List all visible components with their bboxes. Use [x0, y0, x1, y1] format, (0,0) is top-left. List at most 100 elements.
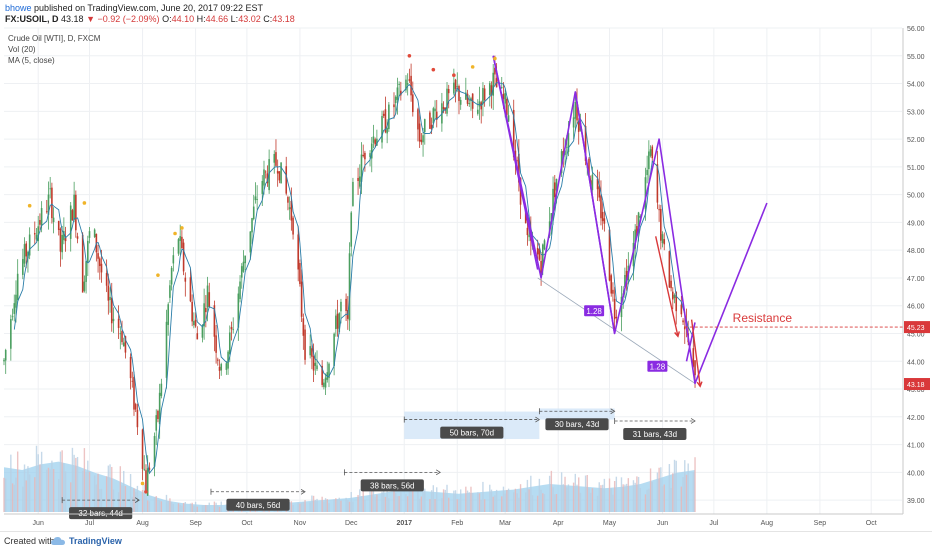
- volume-bar: [477, 492, 479, 512]
- volume-bar: [290, 501, 293, 512]
- volume-bar: [524, 492, 527, 512]
- volume-bar: [158, 500, 161, 512]
- volume-bar: [25, 480, 27, 512]
- candle-body: [360, 154, 363, 182]
- legend-ma[interactable]: MA (5, close): [8, 56, 55, 65]
- volume-bar: [335, 498, 337, 512]
- candle-body: [398, 84, 400, 86]
- candle-body: [639, 216, 642, 218]
- signal-dot: [431, 67, 436, 72]
- candle-body: [340, 301, 342, 312]
- volume-bar: [105, 476, 108, 512]
- x-tick-label: Sep: [814, 520, 827, 527]
- projection-arrow: [655, 236, 679, 337]
- candle-body: [93, 229, 96, 238]
- volume-bar: [567, 484, 570, 512]
- volume-bar: [347, 500, 349, 512]
- candle-body: [417, 109, 419, 130]
- volume-bar: [644, 494, 647, 512]
- candle-body: [251, 218, 253, 233]
- legend-volume[interactable]: Vol (20): [8, 45, 36, 54]
- date-range-label: 38 bars, 56d: [370, 481, 414, 490]
- candle-body: [237, 293, 240, 328]
- candle-body: [658, 209, 660, 211]
- volume-bar: [572, 482, 575, 512]
- volume-bar: [636, 476, 638, 512]
- volume-bar: [376, 494, 378, 512]
- candle-body: [57, 220, 60, 230]
- created-with-label: Created with: [4, 536, 55, 546]
- candle-body: [63, 231, 65, 241]
- candle-body: [290, 200, 293, 221]
- volume-bar: [10, 454, 12, 512]
- candle-body: [394, 96, 397, 104]
- candle-body: [314, 362, 317, 366]
- volume-bar: [596, 495, 599, 512]
- candle-body: [683, 326, 686, 330]
- candle-body: [494, 67, 496, 75]
- tradingview-logo-text[interactable]: TradingView: [69, 536, 122, 546]
- date-range-arrowhead: [435, 469, 441, 476]
- volume-bar: [299, 503, 301, 512]
- drawings: 1.28 1.28 Resistance: [27, 53, 903, 494]
- volume-bar: [76, 456, 79, 512]
- volume-bar: [651, 481, 653, 512]
- candle-body: [613, 298, 616, 320]
- candle-body: [357, 177, 359, 182]
- volume-bar: [687, 463, 689, 512]
- volume-bar: [560, 472, 563, 512]
- candle-body: [671, 291, 674, 300]
- volume-bar: [220, 501, 222, 512]
- pattern-ratio-tag-bg: [647, 360, 668, 372]
- candle-body: [172, 255, 175, 264]
- candle-body: [459, 99, 462, 105]
- candle-body: [309, 346, 311, 356]
- volume-bar: [374, 496, 376, 512]
- volume-bar: [100, 488, 103, 512]
- volume-bar: [685, 474, 688, 512]
- y-tick-label: 50.00: [907, 193, 925, 200]
- candle-body: [73, 194, 75, 220]
- candle-body: [423, 119, 426, 132]
- candle-body: [182, 242, 185, 272]
- candle-body: [189, 277, 192, 302]
- volume-bar: [292, 504, 294, 512]
- volume-bar: [336, 499, 339, 512]
- volume-bar: [526, 479, 529, 512]
- volume-bar: [179, 504, 181, 512]
- volume-bar: [297, 502, 299, 512]
- candle-body: [52, 217, 55, 223]
- volume-bar: [326, 499, 328, 512]
- volume-bar: [394, 492, 397, 512]
- candle-body: [420, 139, 423, 143]
- candle-body: [4, 349, 7, 361]
- candle-body: [345, 298, 347, 311]
- volume-bar: [519, 484, 522, 512]
- volume-bar: [531, 495, 534, 512]
- candle-body: [405, 79, 407, 91]
- legend-instrument[interactable]: Crude Oil [WTI], D, FXCM: [8, 34, 101, 43]
- symbol-label[interactable]: FX:USOIL, D: [5, 14, 59, 24]
- candle-body: [352, 181, 354, 206]
- volume-bar: [205, 504, 207, 512]
- pattern-line: [574, 91, 616, 334]
- volume-bar: [46, 469, 48, 512]
- volume-bar: [225, 504, 228, 512]
- volume-bar: [507, 488, 510, 512]
- candle-body: [252, 206, 255, 220]
- date-range-label: 50 bars, 70d: [450, 429, 494, 438]
- author-link[interactable]: bhowe: [5, 3, 32, 13]
- candle-body: [634, 229, 636, 249]
- candle-body: [112, 318, 115, 322]
- volume-bar: [328, 503, 330, 512]
- date-range-arrowhead: [690, 418, 696, 424]
- candle-body: [376, 138, 378, 146]
- candle-body: [312, 355, 315, 371]
- volume-bar: [458, 498, 460, 512]
- volume-bar: [148, 501, 151, 512]
- candle-body: [22, 259, 24, 275]
- volume-bar: [548, 475, 551, 512]
- candle-body: [124, 336, 127, 353]
- candle-body: [396, 87, 399, 100]
